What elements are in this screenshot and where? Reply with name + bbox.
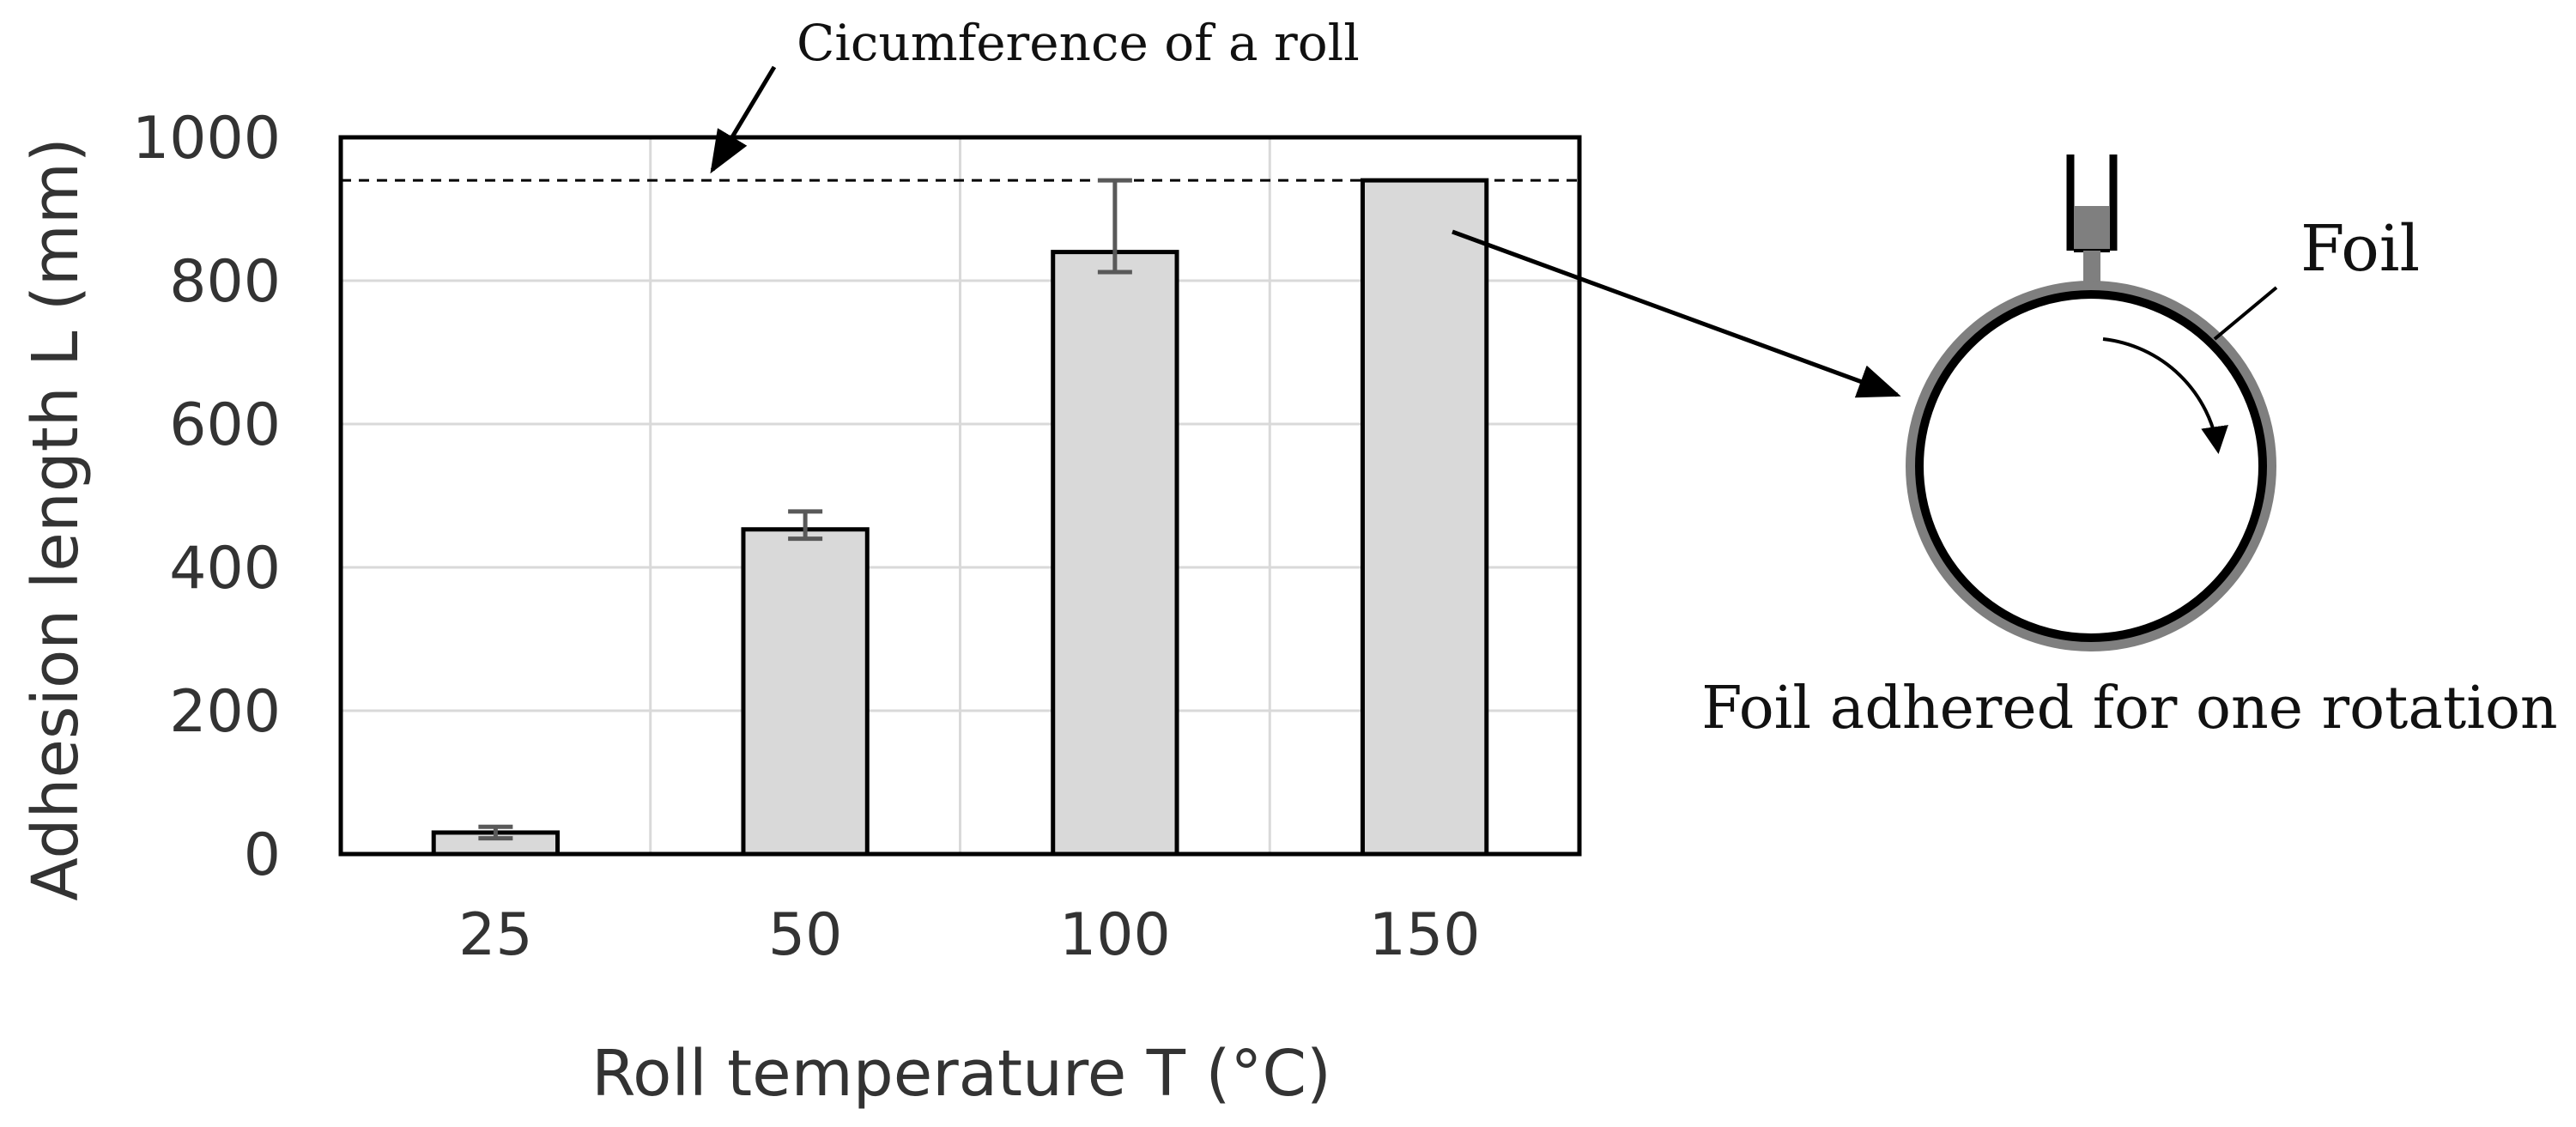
bar-to-roll-arrow bbox=[1452, 229, 1901, 398]
y-axis-title: Adhesion length L (mm) bbox=[19, 137, 93, 901]
y-tick-0: 0 bbox=[244, 821, 281, 889]
y-tick-400: 400 bbox=[169, 535, 281, 603]
roll-caption: Foil adhered for one rotation bbox=[1701, 675, 2557, 742]
bars bbox=[431, 178, 1489, 857]
bar-50 bbox=[741, 527, 870, 857]
circumference-arrow bbox=[710, 65, 777, 174]
plot-frame bbox=[338, 135, 1582, 857]
error-bars bbox=[478, 178, 1132, 841]
bar-chart: 0 200 400 600 800 1000 25 50 100 150 bbox=[132, 105, 1582, 969]
circumference-label: Cicumference of a roll bbox=[797, 14, 1360, 72]
x-tick-150: 150 bbox=[1369, 901, 1481, 969]
foil-ring bbox=[1906, 281, 2276, 651]
y-tick-200: 200 bbox=[169, 678, 281, 746]
x-axis-title: Roll temperature T (°C) bbox=[591, 1037, 1331, 1111]
y-tick-1000: 1000 bbox=[132, 105, 281, 173]
vertical-gridlines bbox=[649, 137, 1271, 854]
foil-leader-line bbox=[2213, 286, 2278, 341]
foil-label: Foil bbox=[2300, 212, 2420, 286]
y-tick-600: 600 bbox=[169, 391, 281, 459]
x-tick-100: 100 bbox=[1059, 901, 1171, 969]
x-tick-25: 25 bbox=[458, 901, 533, 969]
y-tick-labels: 0 200 400 600 800 1000 bbox=[132, 105, 281, 889]
y-tick-800: 800 bbox=[169, 248, 281, 316]
roll-diagram: Foil bbox=[1906, 155, 2420, 651]
bar-150 bbox=[1360, 178, 1489, 857]
rotation-arrow bbox=[2102, 337, 2228, 454]
x-tick-50: 50 bbox=[768, 901, 843, 969]
bar-100 bbox=[1051, 250, 1179, 857]
roll-circle bbox=[1915, 290, 2267, 642]
foil-holder-clamp bbox=[2066, 155, 2118, 292]
x-tick-labels: 25 50 100 150 bbox=[458, 901, 1480, 969]
